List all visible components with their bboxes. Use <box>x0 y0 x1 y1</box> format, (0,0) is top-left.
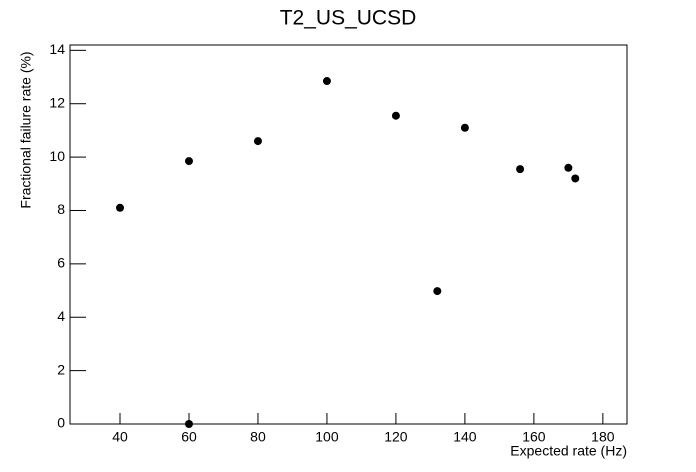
x-tick-label: 100 <box>315 429 339 445</box>
point <box>571 174 580 183</box>
x-axis-label: Expected rate (Hz) <box>510 443 627 459</box>
point <box>184 420 193 428</box>
point <box>391 111 400 120</box>
point <box>253 137 262 146</box>
y-tick-label: 4 <box>57 308 65 324</box>
x-tick-label: 120 <box>384 429 408 445</box>
plot-frame <box>69 44 628 425</box>
x-tick-label: 180 <box>591 429 615 445</box>
y-tick-label: 8 <box>57 201 65 217</box>
y-axis-label: Fractional failure rate (%) <box>18 51 34 208</box>
x-tick-label: 60 <box>181 429 197 445</box>
x-tick-label: 80 <box>250 429 266 445</box>
y-tick-label: 12 <box>49 94 65 110</box>
point <box>322 77 331 86</box>
y-tick-label: 14 <box>49 41 65 57</box>
point <box>460 123 469 132</box>
y-tick-label: 0 <box>57 415 65 431</box>
y-tick-label: 2 <box>57 361 65 377</box>
point <box>564 163 573 172</box>
x-tick-label: 160 <box>522 429 546 445</box>
x-tick-label: 140 <box>453 429 477 445</box>
point <box>516 165 525 174</box>
y-tick-label: 6 <box>57 255 65 271</box>
point <box>184 157 193 166</box>
point <box>433 287 442 296</box>
point <box>116 203 125 212</box>
x-tick-label: 40 <box>112 429 128 445</box>
chart-title: T2_US_UCSD <box>280 7 417 30</box>
y-tick-label: 10 <box>49 148 65 164</box>
